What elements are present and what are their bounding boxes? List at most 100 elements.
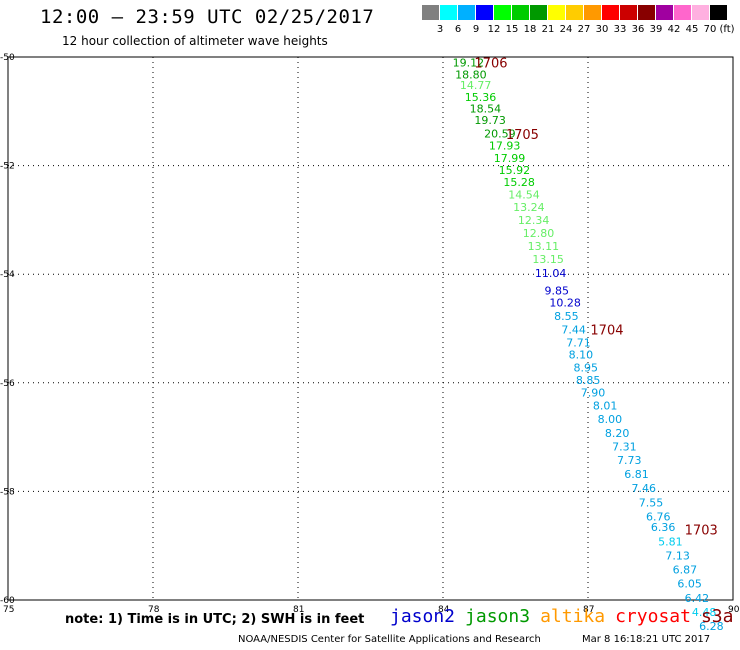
y-tick-label: -50 (0, 53, 15, 63)
swh-data-label: 8.00 (598, 413, 623, 426)
chart-subtitle: 12 hour collection of altimeter wave hei… (62, 34, 328, 48)
swh-data-label: 7.46 (632, 482, 657, 495)
legend-label: 24 (559, 24, 573, 35)
mission-cryosat: cryosat (615, 606, 691, 627)
swh-data-label: 19.73 (474, 114, 506, 127)
legend-label: 33 (613, 24, 627, 35)
y-tick-label: -58 (0, 487, 15, 497)
legend-swatch (494, 5, 511, 20)
legend-label: 30 (595, 24, 609, 35)
timestamp-text: Mar 8 16:18:21 UTC 2017 (582, 634, 711, 645)
swh-data-label: 6.42 (685, 592, 710, 605)
legend-label: 21 (541, 24, 555, 35)
swh-data-label: 12.80 (523, 227, 555, 240)
swh-data-label: 15.36 (465, 91, 497, 104)
swh-data-label: 6.87 (673, 564, 698, 577)
swh-data-label: 6.81 (624, 468, 649, 481)
legend-label: 39 (649, 24, 663, 35)
swh-data-label: 7.55 (639, 496, 664, 509)
legend-swatch (548, 5, 565, 20)
legend-label: 70 (703, 24, 717, 35)
swh-data-label: 8.01 (593, 400, 618, 413)
swh-data-label: 7.73 (617, 454, 642, 467)
swh-data-label: 6.28 (699, 620, 724, 633)
swh-data-label: 7.44 (561, 324, 586, 337)
y-tick-label: -56 (0, 379, 15, 389)
x-tick-label: 75 (3, 605, 14, 615)
x-tick-label: 90 (728, 605, 740, 615)
x-tick-label: 84 (438, 605, 450, 615)
swh-data-label: 15.92 (499, 164, 531, 177)
legend-swatch (584, 5, 601, 20)
x-tick-label: 87 (583, 605, 594, 615)
legend-swatch (674, 5, 691, 20)
legend-swatch (602, 5, 619, 20)
swh-data-label: 8.20 (605, 427, 630, 440)
swh-data-label: 8.85 (576, 374, 601, 387)
y-tick-label: -52 (0, 162, 15, 172)
legend-swatch (656, 5, 673, 20)
swh-data-label: 17.99 (494, 152, 526, 165)
swh-data-label: 9.85 (545, 284, 570, 297)
legend-label: 3 (436, 24, 444, 35)
legend-swatch (440, 5, 457, 20)
x-tick-label: 81 (293, 605, 304, 615)
legend-swatch (566, 5, 583, 20)
swh-data-label: 7.13 (665, 549, 690, 562)
swh-data-label: 13.15 (532, 253, 564, 266)
credit-text: NOAA/NESDIS Center for Satellite Applica… (238, 634, 541, 645)
mission-altika: altika (540, 606, 606, 627)
y-tick-label: -54 (0, 270, 15, 280)
legend-swatch (638, 5, 655, 20)
legend-label: 12 (487, 24, 501, 35)
swh-data-label: 7.31 (612, 440, 637, 453)
swh-data-label: 11.04 (535, 267, 567, 280)
legend-label: 27 (577, 24, 591, 35)
swh-data-label: 6.05 (677, 578, 702, 591)
legend-label: 36 (631, 24, 645, 35)
swh-data-label: 14.54 (508, 188, 540, 201)
legend-label: 18 (523, 24, 537, 35)
legend-swatch (710, 5, 727, 20)
units-note: note: 1) Time is in UTC; 2) SWH is in fe… (65, 612, 365, 627)
swh-data-label: 14.77 (460, 79, 492, 92)
swh-data-label: 18.54 (470, 103, 502, 116)
legend-swatch (476, 5, 493, 20)
legend-swatch (458, 5, 475, 20)
swh-data-label: 7.90 (581, 387, 606, 400)
swh-data-label: 6.36 (651, 521, 676, 534)
legend-label: 15 (505, 24, 519, 35)
pass-annotation: 1706 (474, 56, 507, 71)
legend-unit: (ft) (719, 24, 735, 35)
mission-legend: jason2 jason3 altika cryosat s3a (390, 606, 740, 627)
pass-annotation: 1703 (685, 523, 718, 538)
swh-data-label: 18.80 (455, 68, 487, 81)
swh-data-label: 6.76 (646, 510, 671, 523)
swh-data-label: 10.28 (549, 296, 581, 309)
y-tick-label: -60 (0, 596, 15, 606)
mission-jason3: jason3 (465, 606, 531, 627)
swh-data-label: 13.24 (513, 201, 545, 214)
chart-title: 12:00 – 23:59 UTC 02/25/2017 (40, 6, 375, 28)
swh-data-label: 13.11 (528, 240, 560, 253)
legend-label: 9 (472, 24, 480, 35)
swh-data-label: 8.10 (569, 349, 594, 362)
swh-data-label: 8.95 (574, 362, 599, 375)
swh-data-label: 15.28 (503, 176, 534, 189)
swh-data-label: 5.81 (658, 535, 683, 548)
pass-annotation: 1704 (590, 324, 623, 339)
swh-data-label: 19.12 (453, 56, 485, 69)
swh-data-label: 12.34 (518, 214, 550, 227)
mission-s3a: s3a (700, 606, 734, 627)
legend-swatch (530, 5, 547, 20)
swh-data-label: 20.59 (484, 128, 516, 141)
legend-label: 42 (667, 24, 681, 35)
mission-jason2: jason2 (390, 606, 456, 627)
legend-swatch (620, 5, 637, 20)
legend-label: 45 (685, 24, 699, 35)
plot-frame (7, 56, 734, 601)
legend-swatch (692, 5, 709, 20)
legend-swatch (422, 5, 439, 20)
legend-swatch (512, 5, 529, 20)
